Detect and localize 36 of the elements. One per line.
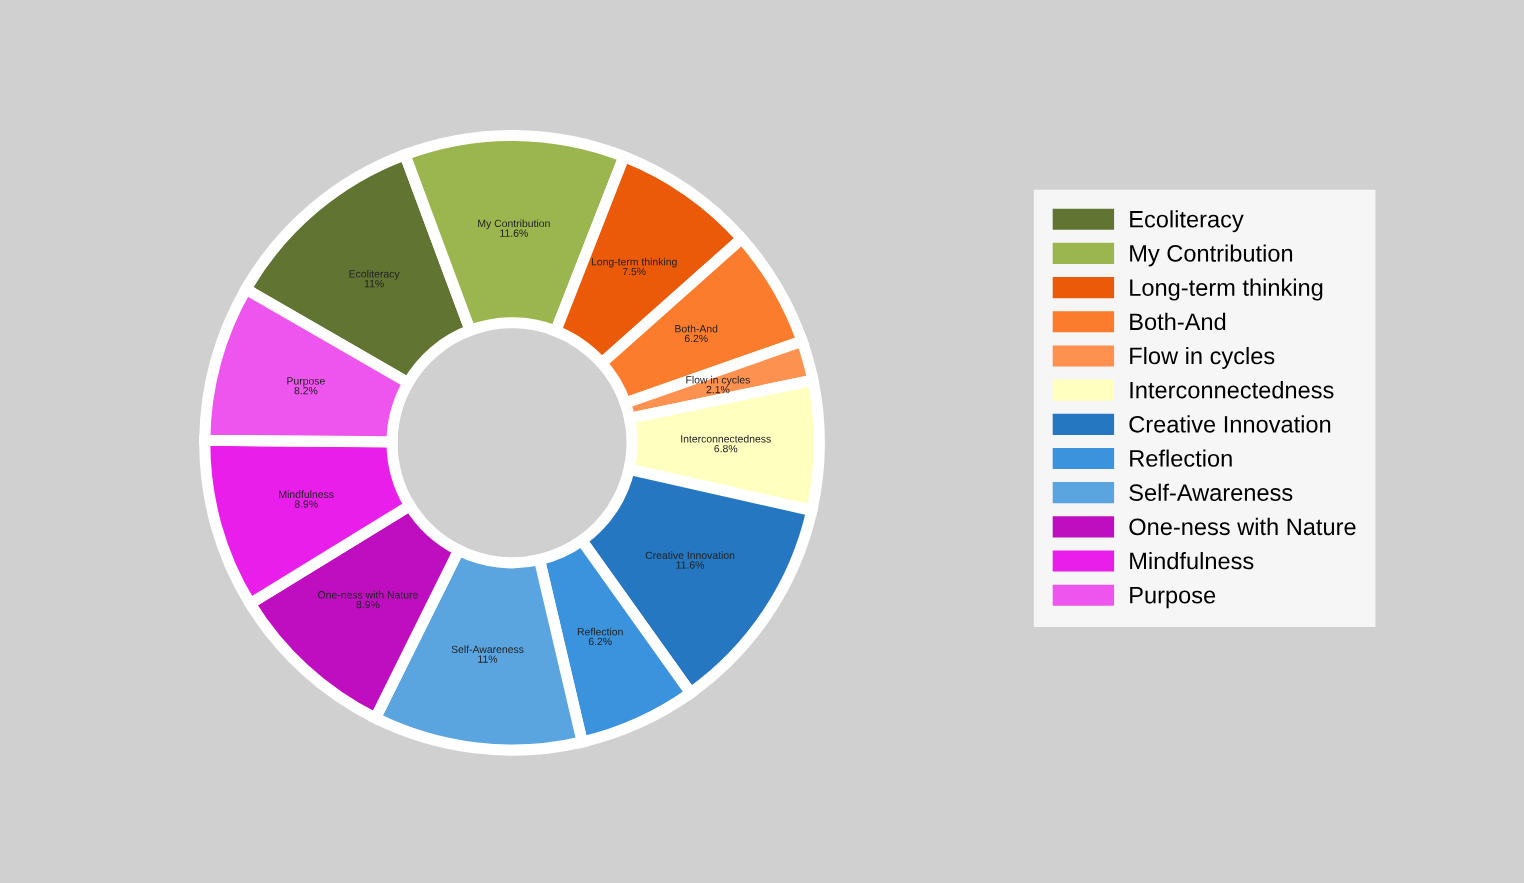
slice-label: Mindfulness [279, 490, 334, 499]
legend-label: Reflection [1130, 449, 1232, 467]
legend-label: Interconnectedness [1130, 381, 1334, 399]
slice-label: One-ness with Nature [318, 590, 418, 599]
data-label: 7.5% [622, 267, 646, 276]
slice-label: Ecoliteracy [349, 269, 400, 280]
legend-label: My Contribution [1130, 244, 1293, 267]
slice-label: Interconnectedness [681, 434, 771, 443]
data-label: 2.1% [706, 385, 730, 394]
data-label: 8.9% [356, 600, 380, 609]
slice-label: My Contribution [478, 219, 550, 230]
slice-label: Creative Innovation [645, 551, 735, 560]
data-label: 6.8% [714, 444, 738, 453]
legend-label: Purpose [1130, 587, 1216, 609]
legend-label: Long-term thinking [1130, 278, 1323, 301]
slice-label: Flow in cycles [686, 375, 750, 386]
data-label: 11.6% [500, 229, 528, 237]
data-label: 8.2% [294, 386, 318, 395]
legend-label: Ecoliteracy [1130, 210, 1244, 233]
slice-label: Reflection [577, 627, 623, 636]
data-label: 6.2% [588, 637, 612, 646]
legend-label: Mindfulness [1130, 552, 1254, 570]
data-label: 6.2% [684, 334, 708, 343]
legend-label: Creative Innovation [1129, 415, 1331, 433]
data-label: 11% [364, 279, 384, 288]
legend-label: Both-And [1130, 312, 1226, 331]
data-label: 8.9% [294, 500, 318, 508]
slice-label: Long-term thinking [591, 257, 677, 268]
slice-label: Purpose [287, 377, 325, 387]
legend-label: One-ness with Nature [1129, 517, 1356, 536]
slice-label: Both-And [675, 324, 718, 333]
legend-label: Self-Awareness [1129, 483, 1293, 501]
data-label: 11% [478, 655, 498, 663]
slice-label: Self-Awareness [451, 645, 524, 654]
legend-label: Flow in cycles [1130, 346, 1275, 369]
data-label: 11.6% [676, 561, 705, 569]
